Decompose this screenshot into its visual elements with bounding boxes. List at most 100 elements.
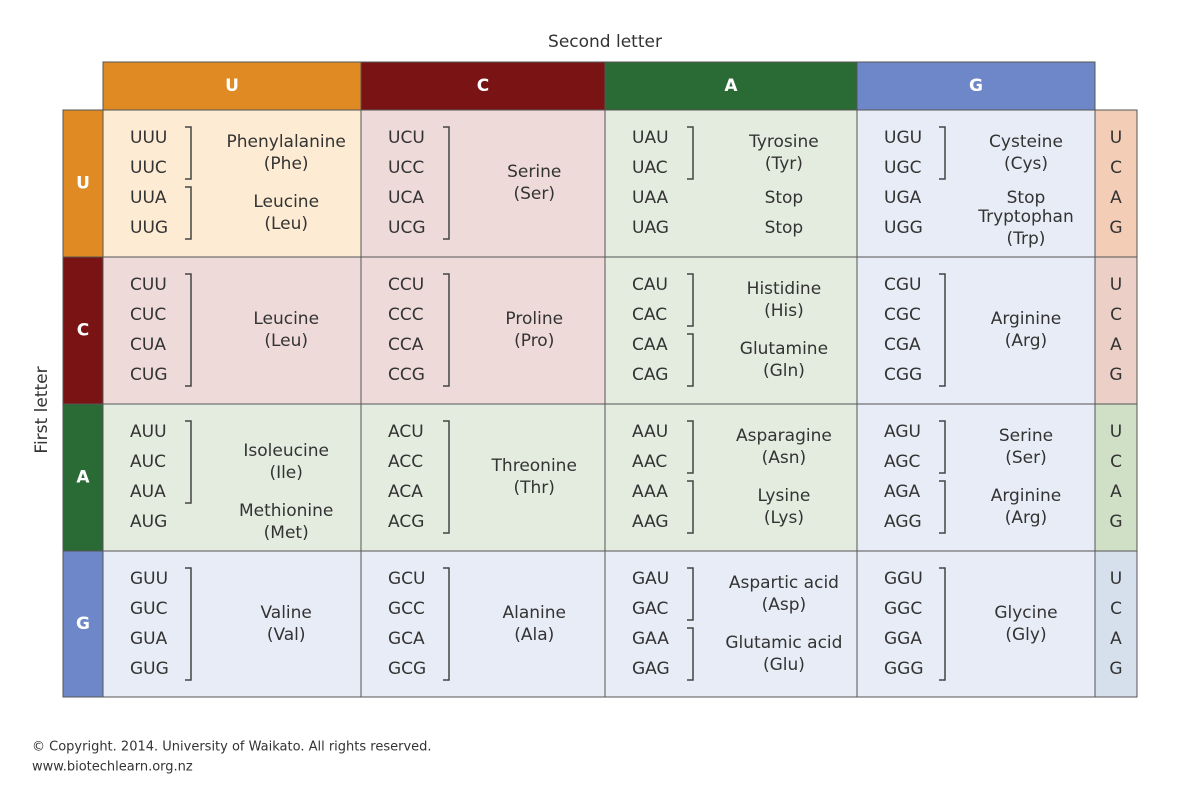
amino-acid-abbr: (Arg)	[1005, 331, 1047, 351]
third-letter: G	[1109, 659, 1122, 679]
amino-acid-abbr: (Ser)	[513, 184, 555, 204]
codon: CUC	[130, 305, 166, 325]
codon-cell	[102, 403, 362, 552]
codon: AUG	[130, 512, 167, 532]
codon: AGC	[884, 452, 920, 472]
codon: AAA	[632, 482, 668, 502]
codon: UCA	[388, 188, 424, 208]
codon: CAA	[632, 335, 668, 355]
amino-acid-abbr: (Ser)	[1005, 448, 1047, 468]
third-letter: C	[1110, 452, 1122, 472]
third-letter-cell	[1094, 403, 1138, 552]
amino-acid: Stop	[765, 188, 804, 208]
third-letter: U	[1110, 275, 1122, 295]
amino-acid: Lysine	[758, 486, 811, 506]
codon: AAC	[632, 452, 667, 472]
amino-acid-abbr: (Ile)	[269, 463, 302, 483]
codon: CAG	[632, 365, 668, 385]
codon-cell	[856, 550, 1096, 698]
third-letter: C	[1110, 599, 1122, 619]
codon: ACA	[388, 482, 423, 502]
third-letter: G	[1109, 365, 1122, 385]
second-letter-title: Second letter	[548, 32, 662, 52]
codon: AGA	[884, 482, 921, 502]
third-letter: G	[1109, 218, 1122, 238]
first-letter-title: First letter	[32, 366, 52, 453]
amino-acid: Arginine	[991, 309, 1062, 329]
codon: UGU	[884, 128, 922, 148]
codon: GCG	[388, 659, 426, 679]
column-header-label: C	[477, 76, 489, 96]
amino-acid: Valine	[260, 603, 311, 623]
amino-acid-abbr: (Tyr)	[765, 154, 803, 174]
third-letter: C	[1110, 158, 1122, 178]
codon: CGG	[884, 365, 922, 385]
amino-acid: Leucine	[253, 309, 319, 329]
column-header	[360, 61, 606, 111]
codon: UAG	[632, 218, 669, 238]
bracket	[939, 567, 946, 681]
amino-acid-abbr: (Trp)	[1007, 229, 1046, 249]
codon: CAU	[632, 275, 668, 295]
amino-acid-abbr: (Lys)	[764, 508, 804, 528]
amino-acid-abbr: (Phe)	[264, 154, 309, 174]
bracket	[185, 567, 192, 681]
row-header	[62, 550, 104, 698]
amino-acid-abbr: (Thr)	[514, 478, 555, 498]
codon: UUA	[130, 188, 167, 208]
codon: AGU	[884, 422, 921, 442]
row-header	[62, 256, 104, 405]
amino-acid-abbr: (His)	[764, 301, 804, 321]
codon: GAG	[632, 659, 670, 679]
bracket	[939, 420, 946, 474]
codon: GGA	[884, 629, 922, 649]
bracket	[687, 567, 694, 621]
codon: GUC	[130, 599, 168, 619]
third-letter: U	[1110, 422, 1122, 442]
codon: GCA	[388, 629, 425, 649]
codon: UGG	[884, 218, 923, 238]
amino-acid: Tyrosine	[748, 132, 819, 152]
codon: AGG	[884, 512, 922, 532]
codon: UGA	[884, 188, 922, 208]
codon-cell	[360, 550, 606, 698]
third-letter: A	[1110, 335, 1122, 355]
amino-acid: Threonine	[491, 456, 577, 476]
codon: ACU	[388, 422, 424, 442]
codon: ACG	[388, 512, 424, 532]
amino-acid-abbr: (Cys)	[1004, 154, 1048, 174]
row-header-label: C	[77, 321, 89, 341]
codon-cell	[604, 109, 858, 258]
codon: CCA	[388, 335, 424, 355]
codon: UCC	[388, 158, 424, 178]
codon: UAC	[632, 158, 668, 178]
amino-acid: Glycine	[994, 603, 1057, 623]
bracket	[443, 567, 450, 681]
column-header-label: G	[969, 76, 983, 96]
codon-cell	[360, 256, 606, 405]
codon-cell	[360, 109, 606, 258]
amino-acid: Leucine	[253, 192, 319, 212]
codon-cell	[856, 403, 1096, 552]
bracket	[443, 420, 450, 534]
codon: GAA	[632, 629, 669, 649]
bracket	[939, 480, 946, 534]
third-letter: C	[1110, 305, 1122, 325]
codon: GUG	[130, 659, 169, 679]
amino-acid: Histidine	[747, 279, 822, 299]
third-letter: U	[1110, 128, 1122, 148]
amino-acid: Isoleucine	[243, 441, 329, 461]
bracket	[687, 333, 694, 387]
codon: GGC	[884, 599, 922, 619]
codon: UCG	[388, 218, 426, 238]
bracket	[443, 273, 450, 387]
amino-acid-abbr: (Pro)	[514, 331, 554, 351]
amino-acid: Serine	[999, 426, 1053, 446]
codon-cell	[604, 256, 858, 405]
codon: CGU	[884, 275, 922, 295]
codon-cell	[856, 109, 1096, 258]
bracket	[185, 420, 192, 504]
third-letter-cell	[1094, 256, 1138, 405]
codon: CCU	[388, 275, 424, 295]
